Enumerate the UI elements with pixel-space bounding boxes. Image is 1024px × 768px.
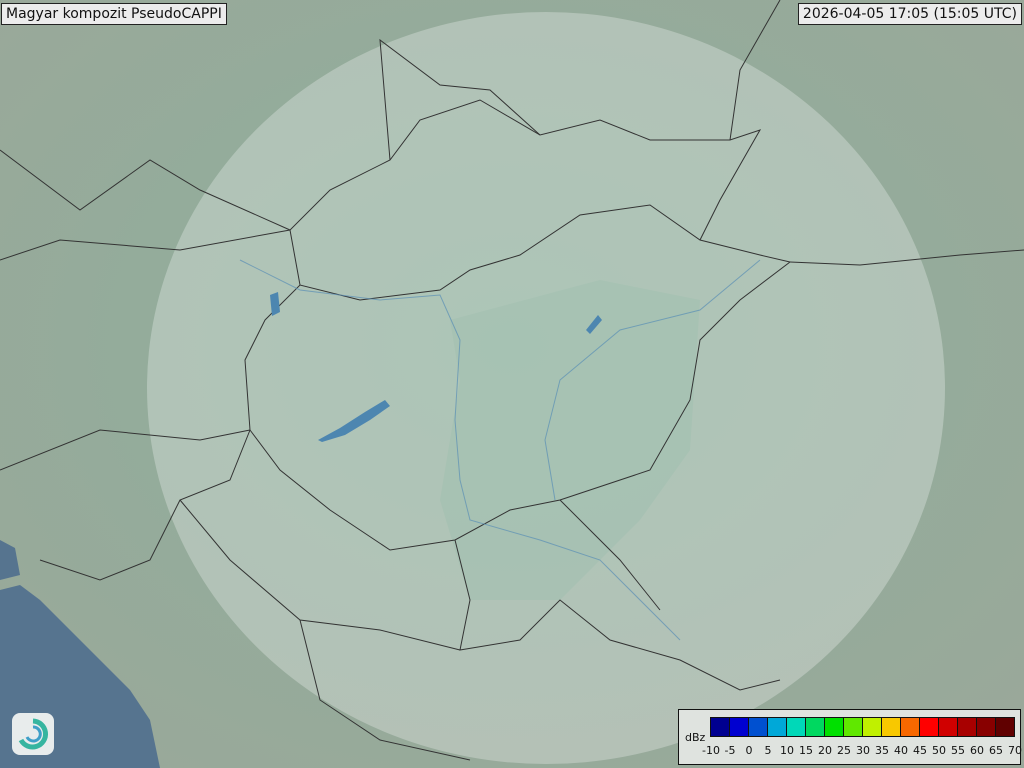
legend-tick-label: 45 — [913, 744, 927, 757]
color-swatch — [730, 718, 749, 736]
color-swatch — [825, 718, 844, 736]
legend-tick-label: 60 — [970, 744, 984, 757]
rivers — [239, 259, 761, 641]
sea-north — [0, 540, 20, 580]
legend-tick-label: 50 — [932, 744, 946, 757]
color-swatch — [939, 718, 958, 736]
timestamp: 2026-04-05 17:05 (15:05 UTC) — [797, 3, 1022, 25]
legend-tick-label: -10 — [702, 744, 720, 757]
lake-balaton — [318, 400, 390, 442]
legend-tick-label: 0 — [745, 744, 753, 757]
legend-tick-label: 70 — [1008, 744, 1022, 757]
legend-tick-label: 5 — [764, 744, 772, 757]
color-swatch — [920, 718, 939, 736]
border-hungary — [244, 204, 792, 551]
color-swatch — [787, 718, 806, 736]
border-austria — [0, 229, 291, 471]
color-swatch — [901, 718, 920, 736]
legend-tick-label: 55 — [951, 744, 965, 757]
border-czech-poland — [0, 149, 291, 231]
legend-tick-label: 15 — [799, 744, 813, 757]
color-scale — [710, 717, 1015, 737]
color-swatch — [768, 718, 787, 736]
river-tisza — [544, 259, 761, 501]
legend-unit: dBz — [685, 731, 706, 744]
legend-tick-label: 65 — [989, 744, 1003, 757]
lake-neusiedl — [270, 292, 280, 316]
legend-tick-label: 10 — [780, 744, 794, 757]
color-swatch — [711, 718, 730, 736]
border-bosnia — [179, 499, 471, 761]
product-title: Magyar kompozit PseudoCAPPI — [1, 3, 227, 25]
lake-tisza — [586, 315, 602, 334]
color-swatch — [996, 718, 1014, 736]
color-swatch — [863, 718, 882, 736]
legend-tick-label: 25 — [837, 744, 851, 757]
color-swatch — [977, 718, 996, 736]
color-swatch — [844, 718, 863, 736]
color-swatch — [958, 718, 977, 736]
lowland-plain — [440, 280, 700, 600]
legend-tick-label: 35 — [875, 744, 889, 757]
border-ukraine-romania — [789, 249, 1024, 266]
radar-coverage-area — [147, 12, 945, 764]
border-slovenia-croatia — [39, 429, 251, 581]
color-swatch — [749, 718, 768, 736]
lakes — [270, 292, 602, 442]
legend-tick-label: 40 — [894, 744, 908, 757]
color-swatch — [806, 718, 825, 736]
swirl-logo-icon — [12, 713, 54, 755]
border-poland-north — [379, 0, 781, 161]
border-serbia — [454, 499, 781, 691]
dbz-legend: dBz -10 -5 0 5 10 15 20 25 30 35 40 45 50 55 60 65 70 — [678, 709, 1022, 765]
river-danube — [239, 259, 681, 641]
legend-tick-label: 20 — [818, 744, 832, 757]
legend-tick-label: 30 — [856, 744, 870, 757]
legend-tick-label: -5 — [724, 744, 736, 757]
color-swatch — [882, 718, 901, 736]
